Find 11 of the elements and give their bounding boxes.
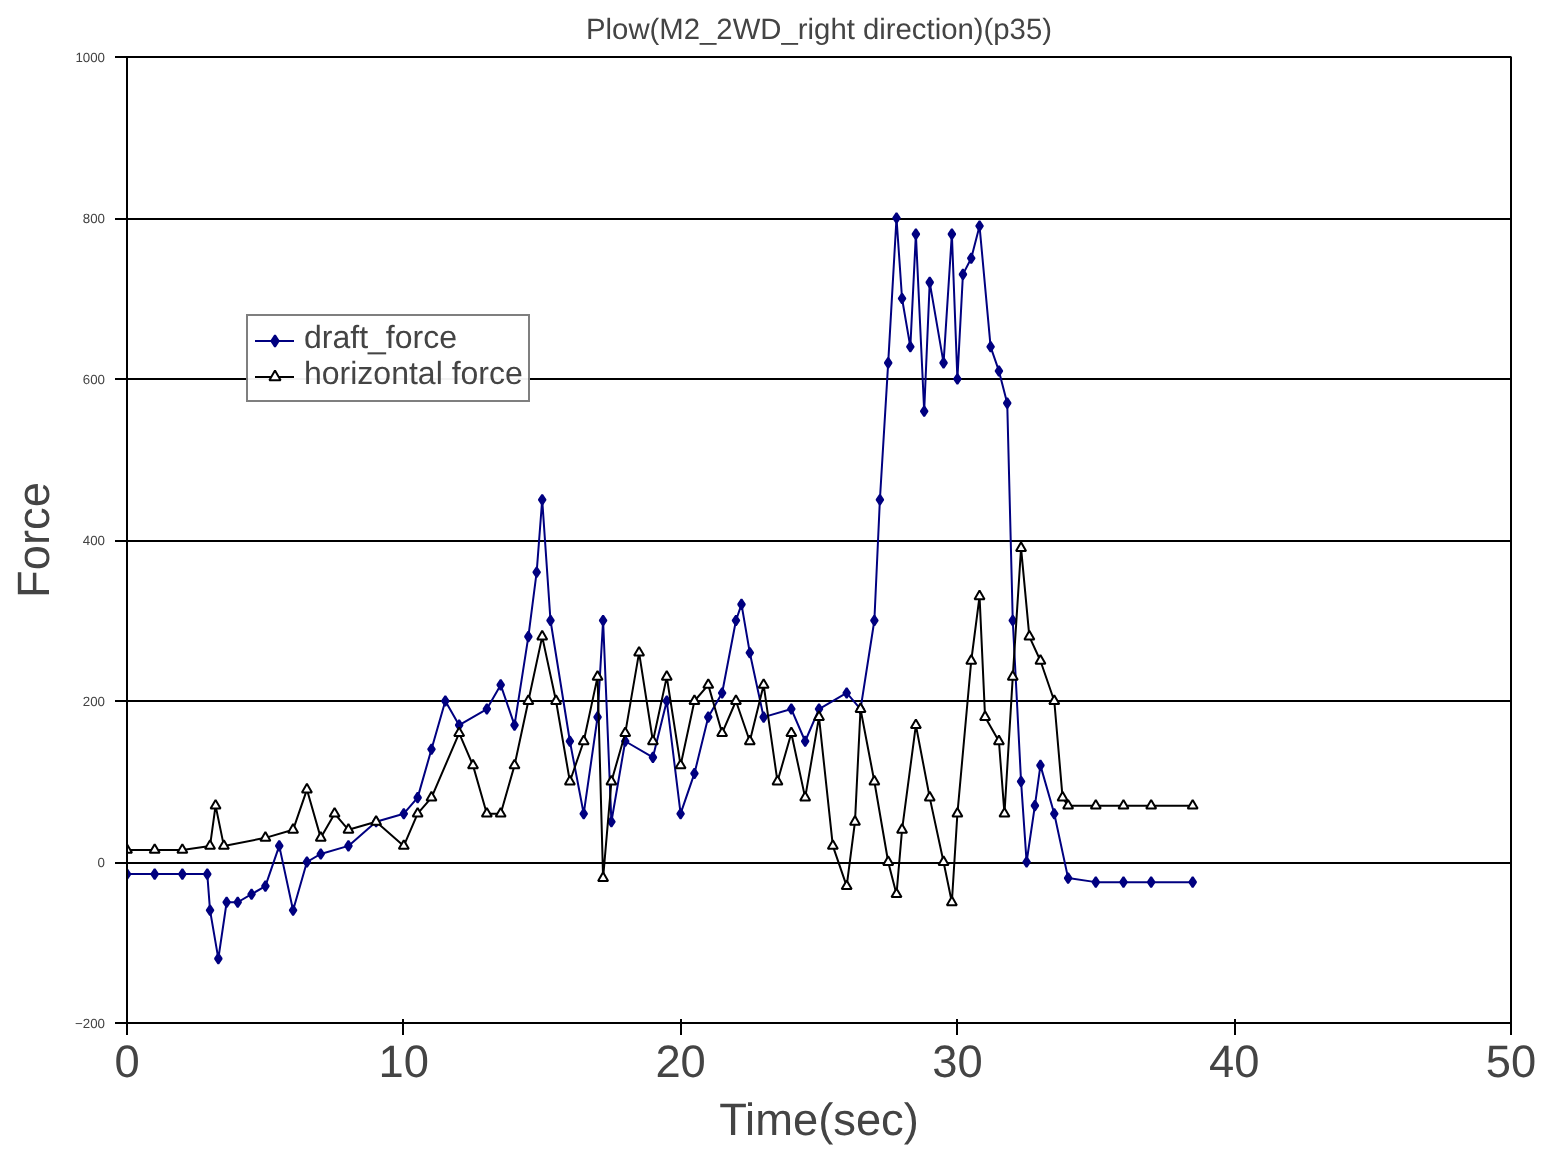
chart-title: Plow(M2_2WD_right direction)(p35): [586, 15, 1052, 47]
x-tick-label: 10: [378, 1035, 430, 1087]
x-axis-title: Time(sec): [719, 1093, 919, 1145]
legend-label: draft_force: [304, 322, 457, 358]
x-tick-label: 0: [114, 1035, 140, 1087]
y-axis-title: Force: [7, 482, 60, 598]
x-tick-label: 20: [655, 1035, 706, 1087]
legend-label: horizontal force: [304, 358, 523, 394]
x-tick-label: 50: [1485, 1035, 1537, 1087]
x-tick-label: 40: [1209, 1035, 1260, 1087]
x-tick-label: 30: [932, 1035, 983, 1087]
